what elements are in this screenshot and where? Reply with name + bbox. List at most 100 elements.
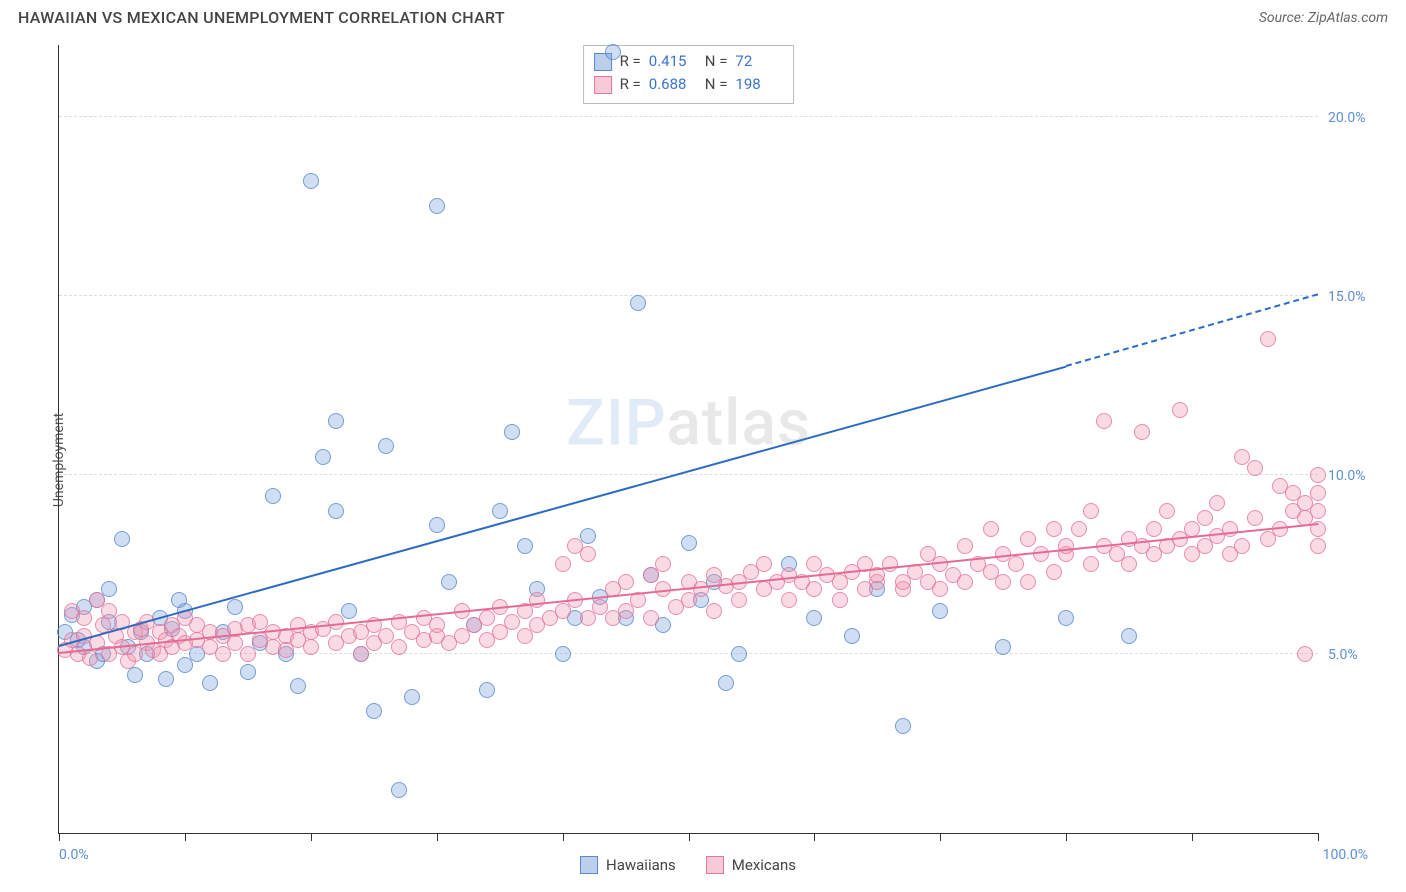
data-point <box>1046 564 1062 580</box>
data-point <box>718 675 734 691</box>
data-point <box>1083 556 1099 572</box>
chart-title: HAWAIIAN VS MEXICAN UNEMPLOYMENT CORRELA… <box>18 8 505 27</box>
watermark: ZIPatlas <box>566 386 811 461</box>
data-point <box>1146 521 1162 537</box>
chart-header: HAWAIIAN VS MEXICAN UNEMPLOYMENT CORRELA… <box>0 0 1406 31</box>
x-tick <box>563 833 564 841</box>
gridline <box>59 474 1318 475</box>
data-point <box>429 617 445 633</box>
data-point <box>806 581 822 597</box>
data-point <box>429 198 445 214</box>
data-point <box>1121 556 1137 572</box>
data-point <box>315 449 331 465</box>
data-point <box>429 517 445 533</box>
gridline <box>59 295 1318 296</box>
data-point <box>1260 331 1276 347</box>
data-point <box>1008 556 1024 572</box>
data-point <box>517 538 533 554</box>
stat-n-value-mexicans: 198 <box>735 73 783 96</box>
legend-item-mexicans: Mexicans <box>706 856 796 874</box>
data-point <box>995 639 1011 655</box>
data-point <box>555 556 571 572</box>
data-point <box>618 574 634 590</box>
data-point <box>844 628 860 644</box>
data-point <box>932 581 948 597</box>
trend-line-dashed <box>1066 294 1318 368</box>
data-point <box>1172 402 1188 418</box>
watermark-part-a: ZIP <box>566 386 666 461</box>
chart-area: Unemployment ZIPatlas R = 0.415 N = 72 R… <box>18 45 1388 874</box>
data-point <box>756 556 772 572</box>
data-point <box>504 424 520 440</box>
data-point <box>1310 503 1326 519</box>
data-point <box>1310 485 1326 501</box>
x-tick <box>1318 833 1319 841</box>
data-point <box>303 639 319 655</box>
data-point <box>681 535 697 551</box>
data-point <box>995 574 1011 590</box>
y-tick-label: 15.0% <box>1328 289 1366 305</box>
data-point <box>378 438 394 454</box>
data-point <box>1058 538 1074 554</box>
data-point <box>932 603 948 619</box>
legend-label-mexicans: Mexicans <box>732 856 796 874</box>
data-point <box>1209 495 1225 511</box>
data-point <box>643 610 659 626</box>
data-point <box>957 574 973 590</box>
x-tick <box>185 833 186 841</box>
y-tick-label: 20.0% <box>1328 110 1366 126</box>
data-point <box>882 556 898 572</box>
data-point <box>82 650 98 666</box>
stat-r-value-hawaiians: 0.415 <box>649 50 697 73</box>
data-point <box>1134 424 1150 440</box>
data-point <box>655 556 671 572</box>
data-point <box>127 667 143 683</box>
data-point <box>731 592 747 608</box>
data-point <box>1121 628 1137 644</box>
data-point <box>328 413 344 429</box>
data-point <box>605 44 621 60</box>
data-point <box>265 488 281 504</box>
data-point <box>1197 510 1213 526</box>
data-point <box>983 521 999 537</box>
data-point <box>1020 574 1036 590</box>
data-point <box>895 718 911 734</box>
x-tick <box>311 833 312 841</box>
data-point <box>957 538 973 554</box>
data-point <box>806 610 822 626</box>
data-point <box>1071 521 1087 537</box>
y-tick-label: 10.0% <box>1328 468 1366 484</box>
data-point <box>1159 503 1175 519</box>
data-point <box>240 664 256 680</box>
data-point <box>76 610 92 626</box>
stat-r-value-mexicans: 0.688 <box>649 73 697 96</box>
data-point <box>1297 646 1313 662</box>
data-point <box>1020 531 1036 547</box>
watermark-part-b: atlas <box>666 386 811 461</box>
data-point <box>1247 510 1263 526</box>
data-point <box>404 689 420 705</box>
y-tick-label: 5.0% <box>1328 647 1358 663</box>
data-point <box>341 603 357 619</box>
plot-region: ZIPatlas R = 0.415 N = 72 R = 0.688 N = … <box>58 45 1318 834</box>
stats-row-mexicans: R = 0.688 N = 198 <box>594 73 784 96</box>
data-point <box>101 581 117 597</box>
data-point <box>529 592 545 608</box>
gridline <box>59 116 1318 117</box>
data-point <box>1234 538 1250 554</box>
data-point <box>1247 460 1263 476</box>
legend-swatch-pink-icon <box>706 856 724 874</box>
data-point <box>479 682 495 698</box>
swatch-pink-icon <box>594 76 612 94</box>
data-point <box>706 603 722 619</box>
stat-r-label-2: R = <box>620 73 641 96</box>
x-tick <box>1066 833 1067 841</box>
data-point <box>391 639 407 655</box>
data-point <box>781 592 797 608</box>
data-point <box>1058 610 1074 626</box>
data-point <box>328 503 344 519</box>
data-point <box>1083 503 1099 519</box>
data-point <box>303 173 319 189</box>
x-tick <box>437 833 438 841</box>
data-point <box>328 614 344 630</box>
